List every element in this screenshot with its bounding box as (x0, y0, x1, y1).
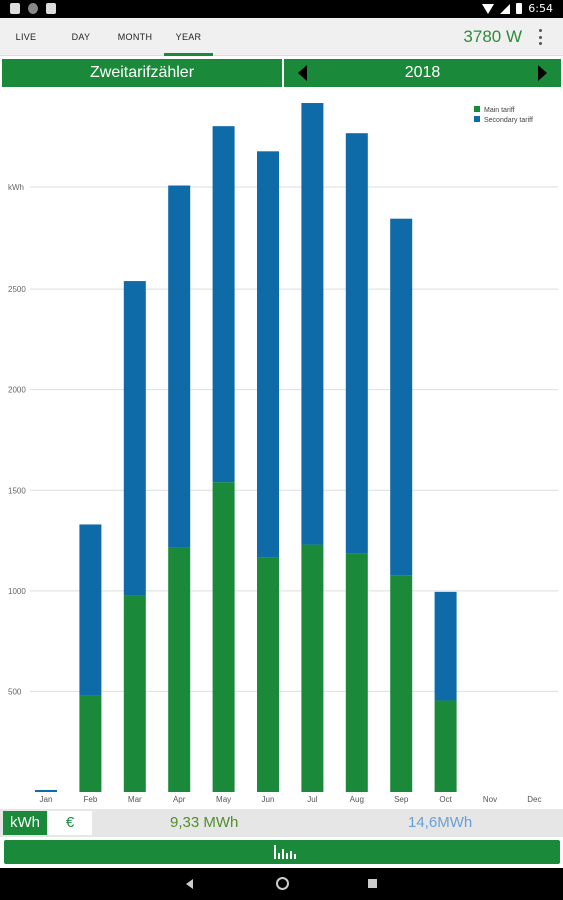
bar-secondary-apr (168, 185, 191, 548)
notification-icons (10, 3, 56, 14)
tab-year[interactable]: YEAR (164, 18, 213, 56)
bar-main-feb (79, 695, 102, 792)
unit-selector-bar: kWh € 9,33 MWh 14,6MWh (0, 809, 563, 837)
y-tick-label: 2500 (8, 285, 26, 294)
bar-main-may (212, 482, 235, 792)
x-tick-label: Jul (307, 795, 317, 804)
unit-kwh-button[interactable]: kWh (3, 811, 47, 835)
current-power: 3780 W (463, 27, 522, 46)
overflow-menu-icon[interactable] (534, 27, 546, 47)
bar-secondary-feb (79, 524, 102, 696)
home-icon[interactable] (276, 877, 289, 890)
x-tick-label: Apr (173, 795, 186, 804)
x-tick-label: Nov (483, 795, 497, 804)
next-year-icon[interactable] (538, 65, 547, 81)
bar-secondary-mar (123, 281, 146, 596)
bar-main-jun (257, 557, 279, 792)
x-tick-label: Aug (350, 795, 364, 804)
x-tick-label: Oct (439, 795, 452, 804)
selected-year: 2018 (404, 64, 441, 81)
legend-swatch-secondary (474, 116, 480, 122)
y-tick-label: 1500 (8, 486, 26, 495)
bar-main-oct (434, 700, 457, 792)
legend-swatch-main (474, 106, 480, 112)
navigation-bar (0, 868, 563, 900)
tab-day[interactable]: DAY (71, 32, 91, 42)
previous-year-icon[interactable] (298, 65, 307, 81)
y-axis-label: kWh (8, 183, 24, 192)
bar-main-aug (345, 553, 368, 792)
battery-icon (516, 3, 523, 14)
wifi-icon (482, 3, 495, 14)
meter-name[interactable]: Zweitarifzähler (2, 59, 282, 87)
sync-icon (28, 3, 38, 14)
bar-secondary-aug (345, 133, 368, 554)
unit-euro-button[interactable]: € (48, 811, 92, 835)
tab-bar: LIVE DAY MONTH YEAR (0, 18, 563, 56)
x-tick-label: May (216, 795, 231, 804)
tab-live[interactable]: LIVE (15, 32, 37, 42)
bar-secondary-jul (301, 103, 324, 545)
total-main-tariff: 9,33 MWh (170, 814, 239, 831)
bar-secondary-sep (390, 218, 413, 576)
recent-apps-icon[interactable] (368, 879, 377, 888)
year-selector: 2018 (284, 59, 561, 87)
bar-secondary-may (212, 126, 235, 483)
bar-chart-icon (274, 845, 296, 859)
y-tick-label: 2000 (8, 386, 26, 395)
signal-icon (500, 3, 511, 14)
y-tick-label: 500 (8, 687, 22, 696)
back-icon[interactable] (186, 879, 193, 889)
x-tick-label: Mar (128, 795, 142, 804)
legend-label-secondary: Secondary tariff (484, 117, 533, 124)
total-secondary-tariff: 14,6MWh (408, 814, 473, 831)
status-bar: 6:54 (0, 0, 563, 18)
legend-label-main: Main tariff (484, 107, 515, 114)
y-tick-label: 1000 (8, 587, 26, 596)
x-tick-label: Jan (40, 795, 53, 804)
bar-main-mar (123, 595, 146, 792)
chart-view-button[interactable] (4, 840, 560, 864)
x-tick-label: Feb (84, 795, 98, 804)
bar-secondary-jan (35, 789, 57, 792)
bar-secondary-jun (257, 151, 279, 558)
x-tick-label: Sep (394, 795, 409, 804)
yearly-consumption-chart: 500 1000 1500 2000 2500 kWh Jan Feb Mar Apr May Jun… (0, 88, 563, 808)
chart-canvas: 500 1000 1500 2000 2500 kWh Jan Feb Mar Apr May Jun… (8, 103, 558, 804)
bar-secondary-oct (434, 591, 457, 701)
notification-icon (10, 3, 20, 14)
x-tick-label: Jun (262, 795, 275, 804)
bar-main-jul (301, 544, 324, 792)
x-tick-label: Dec (527, 795, 541, 804)
bar-main-sep (390, 575, 413, 792)
tab-month[interactable]: MONTH (117, 32, 153, 42)
clock: 6:54 (528, 2, 553, 15)
system-icons: 6:54 (482, 2, 553, 15)
sd-card-icon (46, 3, 56, 14)
bar-main-apr (168, 547, 191, 792)
